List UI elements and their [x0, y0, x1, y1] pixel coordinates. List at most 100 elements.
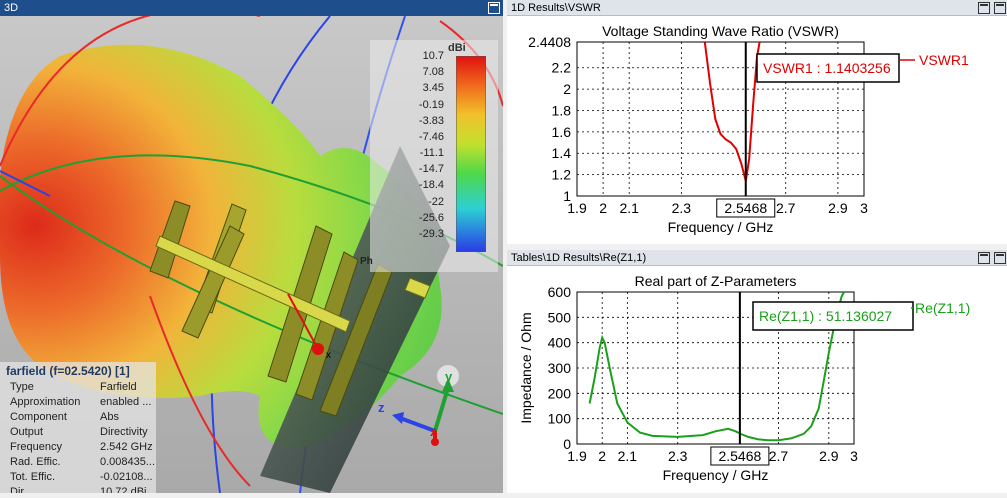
vswr-chart: Voltage Standing Wave Ratio (VSWR) 1.9 2 2.…	[528, 23, 969, 235]
legend-entry: Re(Z1,1)	[915, 300, 970, 316]
colorbar	[456, 56, 486, 252]
x-tick-label: 2.7	[776, 200, 796, 216]
colorbar-tick-label: 10.7	[422, 50, 444, 62]
colorbar-tick-label: -14.7	[418, 163, 444, 176]
farfield-row: Dir. 10.72 dBi	[0, 485, 156, 493]
y-tick-label: 1	[563, 188, 571, 204]
y-tick-label: 1.4	[552, 145, 572, 161]
x-tick-label: 2.1	[618, 448, 638, 464]
colorbar-unit: dBi	[448, 42, 466, 54]
colorbar-tick-label: -0.19	[418, 98, 444, 111]
colorbar-tick-label: -7.46	[418, 130, 444, 143]
z-panel-title: Tables\1D Results\Re(Z1,1)	[511, 252, 647, 264]
minimize-icon[interactable]	[978, 252, 990, 264]
farfield-key: Type	[10, 381, 34, 393]
farfield-key: Output	[10, 426, 44, 438]
feed-x-label: x	[326, 350, 331, 361]
yagi-antenna	[149, 200, 431, 417]
x-tick-label: 3	[860, 200, 868, 216]
farfield-key: Dir.	[10, 486, 27, 493]
farfield-row: Rad. Effic. 0.008435...	[0, 455, 156, 470]
chart-title: Real part of Z-Parameters	[635, 273, 797, 289]
farfield-key: Frequency	[10, 441, 62, 453]
y-tick-label: 1.6	[552, 124, 572, 140]
z-chart-panel[interactable]: Real part of Z-Parameters 1.9 2 2.1 2.3 2.7 2.…	[507, 266, 1007, 493]
marker-frequency-box: 2.5468	[716, 198, 776, 218]
farfield-value: Farfield	[100, 381, 137, 393]
y-tick-label: 200	[548, 385, 572, 401]
x-tick-label: 2.9	[828, 200, 848, 216]
farfield-info-box: farfield (f=02.5420) [1] Type Farfield App…	[0, 362, 156, 493]
chart-title: Voltage Standing Wave Ratio (VSWR)	[602, 23, 839, 39]
y-axis-label: Impedance / Ohm	[518, 312, 534, 423]
vswr-panel-title-bar: 1D Results\VSWR	[507, 0, 1007, 16]
y-tick-label: 400	[548, 335, 572, 351]
farfield-key: Rad. Effic.	[10, 456, 61, 468]
series-line	[588, 292, 845, 442]
y-tick-label: 0	[563, 436, 571, 452]
x-tick-label: 2.9	[819, 448, 839, 464]
x-tick-label: 2.1	[619, 200, 639, 216]
farfield-value: Directivity	[100, 426, 148, 438]
x-tick-label: 2	[598, 448, 606, 464]
marker-annotation[interactable]: Re(Z1,1) : 51.136027	[752, 301, 914, 331]
y-tick-label: 2.4408	[528, 34, 571, 50]
farfield-title: farfield (f=02.5420) [1]	[6, 364, 130, 378]
partial-port-label: Ph	[360, 256, 373, 267]
farfield-row: Output Directivity	[0, 425, 156, 440]
farfield-row: Component Abs	[0, 410, 156, 425]
maximize-icon[interactable]	[994, 2, 1006, 14]
y-axis-label: y	[445, 369, 453, 384]
marker-frequency: 2.5468	[724, 200, 767, 216]
x-axis-label: Frequency / GHz	[663, 467, 769, 483]
minimize-icon[interactable]	[978, 2, 990, 14]
3d-viewport[interactable]: x y z x dBi 10.7 7.08 3.45 -0.19 -3.83 -7.46 -…	[0, 16, 503, 493]
panel-3d-title-bar: 3D	[0, 0, 503, 16]
x-tick-label: 2.7	[769, 448, 789, 464]
x-axis-label: x	[430, 424, 438, 439]
marker-annotation[interactable]: VSWR1 : 1.1403256	[756, 53, 900, 83]
colorbar-tick-label: 3.45	[422, 82, 444, 95]
maximize-icon[interactable]	[994, 252, 1006, 264]
colorbar-tick-label: -29.3	[418, 228, 444, 240]
y-tick-label: 300	[548, 360, 572, 376]
x-tick-label: 3	[850, 448, 858, 464]
y-tick-label: 1.8	[552, 102, 572, 118]
farfield-key: Component	[10, 411, 67, 423]
colorbar-tick-label: -18.4	[418, 179, 444, 192]
farfield-row: Type Farfield	[0, 380, 156, 395]
farfield-value: 0.008435...	[100, 456, 156, 468]
y-tick-label: 1.2	[552, 167, 572, 183]
series-line	[703, 42, 761, 182]
x-tick-label: 2	[599, 200, 607, 216]
farfield-value: enabled ...	[100, 396, 152, 408]
colorbar-tick-label: -3.83	[418, 114, 444, 127]
farfield-row: Frequency 2.542 GHz	[0, 440, 156, 455]
marker-frequency: 2.5468	[718, 448, 761, 464]
x-tick-label: 2.3	[668, 448, 688, 464]
farfield-row: Approximation enabled ...	[0, 395, 156, 410]
y-tick-label: 100	[548, 411, 572, 427]
x-axis-label: Frequency / GHz	[668, 219, 774, 235]
y-tick-label: 2	[563, 81, 571, 97]
y-tick-label: 2.2	[552, 60, 572, 76]
colorbar-legend: dBi 10.7 7.08 3.45 -0.19 -3.83 -7.46 -11.1 -14.…	[360, 40, 498, 272]
y-tick-label: 600	[548, 284, 572, 300]
z-panel-title-bar: Tables\1D Results\Re(Z1,1)	[507, 250, 1007, 266]
maximize-icon[interactable]	[488, 2, 500, 14]
farfield-key: Approximation	[10, 396, 81, 408]
red-circle	[0, 16, 260, 167]
colorbar-tick-label: -25.6	[418, 211, 444, 224]
colorbar-tick-label: -22	[428, 195, 444, 208]
marker-frequency-box: 2.5468	[710, 446, 770, 466]
farfield-row: Tot. Effic. -0.02108...	[0, 470, 156, 485]
farfield-properties: Type Farfield Approximation enabled ... Comp…	[0, 380, 156, 493]
x-tick-label: 2.3	[672, 200, 692, 216]
z-parameter-chart: Real part of Z-Parameters 1.9 2 2.1 2.3 2.7 2.…	[518, 273, 970, 483]
axis-triad[interactable]: y z x	[378, 365, 459, 446]
red-circle	[149, 295, 251, 487]
vswr-chart-panel[interactable]: Voltage Standing Wave Ratio (VSWR) 1.9 2 2.…	[507, 16, 1007, 244]
marker-value-label: Re(Z1,1) : 51.136027	[759, 308, 892, 324]
vswr-panel-title: 1D Results\VSWR	[511, 2, 601, 14]
panel-3d-title: 3D	[4, 2, 19, 14]
